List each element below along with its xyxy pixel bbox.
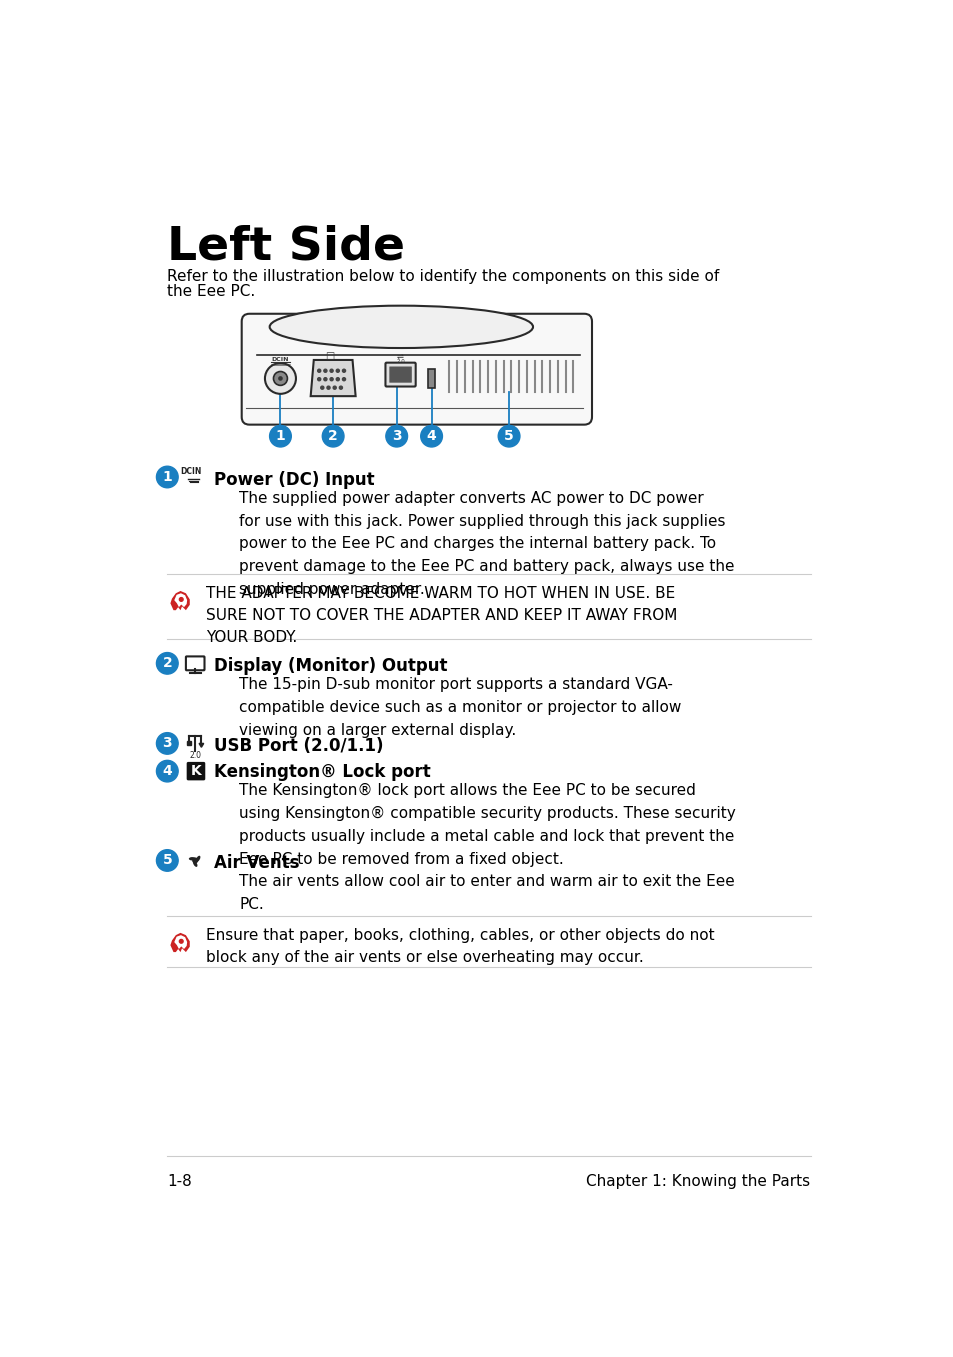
Ellipse shape — [193, 860, 197, 867]
Polygon shape — [199, 744, 204, 748]
FancyBboxPatch shape — [186, 657, 204, 670]
Text: DCIN: DCIN — [180, 467, 202, 476]
Text: Left Side: Left Side — [167, 224, 405, 270]
FancyBboxPatch shape — [187, 761, 205, 780]
Circle shape — [323, 369, 327, 372]
FancyBboxPatch shape — [385, 362, 416, 387]
Text: Display (Monitor) Output: Display (Monitor) Output — [213, 657, 447, 676]
Text: Chapter 1: Knowing the Parts: Chapter 1: Knowing the Parts — [586, 1174, 810, 1189]
Polygon shape — [171, 590, 190, 611]
Ellipse shape — [189, 858, 195, 860]
FancyBboxPatch shape — [241, 313, 592, 425]
Circle shape — [342, 377, 345, 381]
Circle shape — [193, 858, 197, 863]
Text: 2.0: 2.0 — [395, 360, 404, 364]
Circle shape — [335, 377, 339, 381]
Circle shape — [322, 425, 344, 446]
Circle shape — [156, 760, 178, 782]
Text: The supplied power adapter converts AC power to DC power
for use with this jack.: The supplied power adapter converts AC p… — [239, 491, 734, 597]
Circle shape — [179, 939, 183, 943]
Text: The Kensington® lock port allows the Eee PC to be secured
using Kensington® comp: The Kensington® lock port allows the Eee… — [239, 783, 736, 867]
Text: 1: 1 — [162, 470, 172, 484]
Text: the Eee PC.: the Eee PC. — [167, 285, 255, 300]
Ellipse shape — [270, 305, 533, 347]
Circle shape — [385, 425, 407, 446]
Text: Ensure that paper, books, clothing, cables, or other objects do not
block any of: Ensure that paper, books, clothing, cabl… — [206, 928, 714, 965]
Bar — [428, 369, 435, 388]
Text: 2: 2 — [162, 657, 172, 670]
Circle shape — [156, 653, 178, 674]
Text: Power (DC) Input: Power (DC) Input — [213, 471, 374, 489]
Circle shape — [265, 364, 295, 394]
Polygon shape — [311, 360, 355, 396]
Text: The 15-pin D-sub monitor port supports a standard VGA-
compatible device such as: The 15-pin D-sub monitor port supports a… — [239, 677, 681, 738]
Text: 3: 3 — [162, 737, 172, 750]
FancyBboxPatch shape — [389, 366, 412, 383]
Text: 1: 1 — [275, 429, 285, 444]
Text: 1-8: 1-8 — [167, 1174, 192, 1189]
Text: The air vents allow cool air to enter and warm air to exit the Eee
PC.: The air vents allow cool air to enter an… — [239, 874, 735, 912]
Circle shape — [323, 377, 327, 381]
Text: 5: 5 — [504, 429, 514, 444]
Circle shape — [333, 387, 335, 389]
Circle shape — [156, 849, 178, 871]
Circle shape — [270, 425, 291, 446]
Circle shape — [274, 372, 287, 385]
Circle shape — [179, 597, 183, 601]
Circle shape — [330, 369, 333, 372]
Text: Air Vents: Air Vents — [213, 855, 299, 873]
Circle shape — [156, 467, 178, 487]
Circle shape — [497, 425, 519, 446]
Circle shape — [317, 377, 320, 381]
Text: 4: 4 — [426, 429, 436, 444]
Text: DCIN: DCIN — [271, 357, 289, 362]
Text: 3: 3 — [392, 429, 401, 444]
Text: K: K — [191, 764, 201, 778]
Text: 4: 4 — [162, 764, 172, 778]
Text: THE ADAPTER MAY BECOME WARM TO HOT WHEN IN USE. BE
SURE NOT TO COVER THE ADAPTER: THE ADAPTER MAY BECOME WARM TO HOT WHEN … — [206, 586, 677, 645]
Text: ⇌: ⇌ — [395, 353, 403, 361]
Ellipse shape — [195, 856, 200, 862]
Circle shape — [327, 387, 330, 389]
Circle shape — [156, 733, 178, 754]
Text: Refer to the illustration below to identify the components on this side of: Refer to the illustration below to ident… — [167, 269, 719, 284]
Circle shape — [320, 387, 323, 389]
Text: USB Port (2.0/1.1): USB Port (2.0/1.1) — [213, 737, 383, 756]
Text: Kensington® Lock port: Kensington® Lock port — [213, 764, 430, 782]
Polygon shape — [174, 593, 187, 607]
Polygon shape — [174, 935, 187, 949]
Bar — [187, 741, 192, 745]
Text: 5: 5 — [162, 854, 172, 867]
Circle shape — [317, 369, 320, 372]
Text: □: □ — [324, 351, 334, 361]
Circle shape — [335, 369, 339, 372]
Circle shape — [278, 376, 282, 381]
Text: 2.0: 2.0 — [189, 752, 201, 760]
Polygon shape — [171, 932, 190, 953]
Circle shape — [330, 377, 333, 381]
Circle shape — [420, 425, 442, 446]
Circle shape — [339, 387, 342, 389]
Text: 2: 2 — [328, 429, 337, 444]
Circle shape — [342, 369, 345, 372]
